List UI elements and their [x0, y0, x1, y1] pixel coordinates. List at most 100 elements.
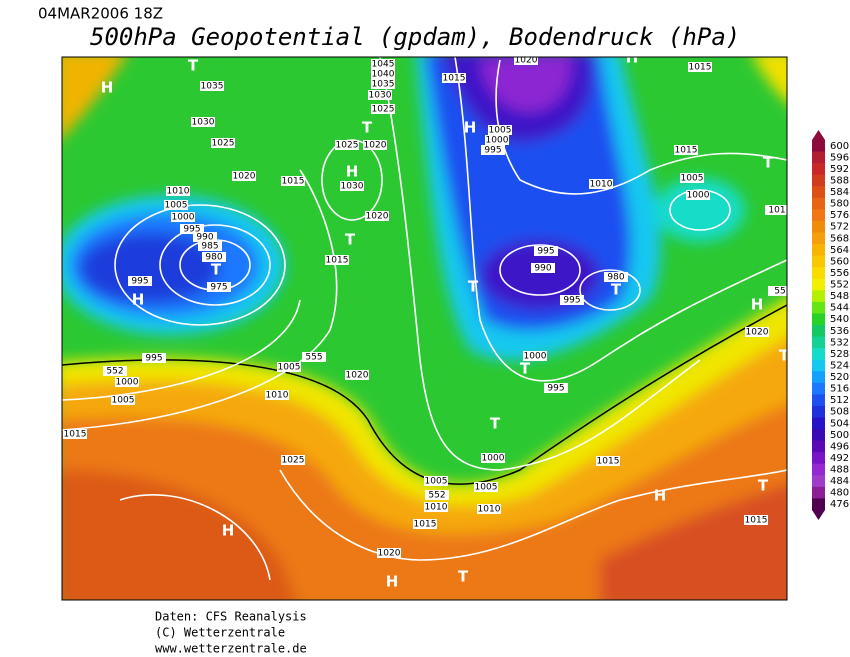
- pressure-center: H: [751, 296, 764, 314]
- pressure-label: 1020: [233, 172, 256, 182]
- pressure-label-box: [744, 515, 768, 525]
- pressure-label-box: [589, 179, 613, 189]
- pressure-label: 1000: [482, 454, 505, 464]
- pressure-center: T: [779, 347, 790, 365]
- pressure-label-box: [424, 502, 448, 512]
- pressure-label-box: [207, 282, 231, 292]
- pressure-label-box: [171, 212, 195, 222]
- map: 1045104010351030102510151035103010251020…: [62, 57, 790, 600]
- pressure-label: 1005: [278, 363, 301, 373]
- pressure-center: H: [386, 573, 399, 591]
- pressure-label: 1045: [372, 60, 395, 70]
- colorbar-label: 500: [830, 430, 849, 441]
- pressure-label-box: [63, 429, 87, 439]
- pressure-label: 1000: [116, 378, 139, 388]
- pressure-label-box: [180, 224, 204, 234]
- pressure-label-box: [596, 456, 620, 466]
- pressure-label: 1025: [372, 105, 395, 115]
- pressure-label: 985: [201, 242, 218, 252]
- pressure-label-box: [232, 171, 256, 181]
- pressure-label-box: [481, 145, 505, 155]
- colorbar-swatch: [812, 174, 825, 187]
- colorbar-label: 572: [830, 222, 849, 233]
- colorbar-swatch: [812, 371, 825, 384]
- pressure-label-box: [281, 455, 305, 465]
- pressure-label-box: [474, 482, 498, 492]
- map-frame: [61, 56, 788, 601]
- colorbar-label: 520: [830, 372, 849, 383]
- colorbar-swatch: [812, 475, 825, 488]
- pressure-label: 1005: [165, 201, 188, 211]
- pressure-label: 1020: [746, 328, 769, 338]
- pressure-label: 1000: [687, 191, 710, 201]
- pressure-label: 1005: [475, 483, 498, 493]
- pressure-center: T: [211, 261, 222, 279]
- colorbar-label: 504: [830, 418, 849, 429]
- colorbar-label: 592: [830, 164, 849, 175]
- pressure-label: 1015: [689, 63, 712, 73]
- colorbar-swatch: [812, 313, 825, 326]
- pressure-label-box: [424, 476, 448, 486]
- pressure-label: 995: [484, 146, 501, 156]
- pressure-center: H: [346, 163, 359, 181]
- colorbar-label: 532: [830, 337, 849, 348]
- colorbar-swatch: [812, 382, 825, 395]
- colorbar-label: 512: [830, 395, 849, 406]
- pressure-label-box: [514, 57, 538, 65]
- pressure-center: H: [654, 487, 667, 505]
- colorbar-swatch: [812, 290, 825, 303]
- colorbar-label: 548: [830, 291, 849, 302]
- pressure-label-box: [686, 190, 710, 200]
- datetime: 04MAR2006 18Z: [38, 5, 163, 23]
- pressure-label: 990: [196, 233, 213, 243]
- pressure-label: 1020: [366, 212, 389, 222]
- pressure-center: T: [763, 154, 774, 172]
- pressure-label-box: [265, 390, 289, 400]
- pressure-label-box: [560, 295, 584, 305]
- pressure-label: 1020: [378, 549, 401, 559]
- colorbar-swatch: [812, 405, 825, 418]
- pressure-label-box: [523, 351, 547, 361]
- pressure-label-box: [674, 145, 698, 155]
- footer-line: www.wetterzentrale.de: [155, 642, 307, 656]
- pressure-center: H: [222, 522, 235, 540]
- pressure-center: H: [464, 119, 477, 137]
- colorbar-swatch: [812, 267, 825, 280]
- pressure-label-box: [745, 327, 769, 337]
- pressure-label: 1000: [486, 136, 509, 146]
- pressure-label: 995: [145, 354, 162, 364]
- pressure-label: 1025: [212, 139, 235, 149]
- pressure-label-box: [281, 176, 305, 186]
- colorbar-label: 544: [830, 303, 849, 314]
- pressure-label: 1010: [167, 187, 190, 197]
- pressure-label-box: [688, 62, 712, 72]
- pressure-label-box: [765, 205, 787, 215]
- pressure-label-box: [128, 276, 152, 286]
- colorbar-swatch: [812, 197, 825, 210]
- pressure-center: T: [611, 281, 622, 299]
- colorbar-arrow: [812, 510, 825, 520]
- pressure-label: 1015: [443, 74, 466, 84]
- colorbar-swatch: [812, 209, 825, 222]
- colorbar-swatch: [812, 301, 825, 314]
- pressure-center: T: [758, 477, 769, 495]
- colorbar-swatch: [812, 394, 825, 407]
- pressure-center: T: [362, 119, 373, 137]
- pressure-label-box: [377, 548, 401, 558]
- colorbar-label: 484: [830, 476, 849, 487]
- pressure-label-box: [198, 241, 222, 251]
- pressure-label: 1025: [282, 456, 305, 466]
- pressure-label: 995: [547, 384, 564, 394]
- colorbar-label: 508: [830, 407, 849, 418]
- pressure-label: 990: [534, 264, 551, 274]
- pressure-label-box: [363, 140, 387, 150]
- pressure-label-box: [340, 181, 364, 191]
- pressure-label: 55: [774, 287, 785, 297]
- pressure-center: H: [132, 291, 145, 309]
- colorbar-swatch: [812, 452, 825, 465]
- colorbar-label: 600: [830, 141, 849, 152]
- pressure-center: T: [188, 57, 199, 75]
- pressure-label-box: [371, 79, 395, 89]
- pressure-label: 980: [205, 253, 222, 263]
